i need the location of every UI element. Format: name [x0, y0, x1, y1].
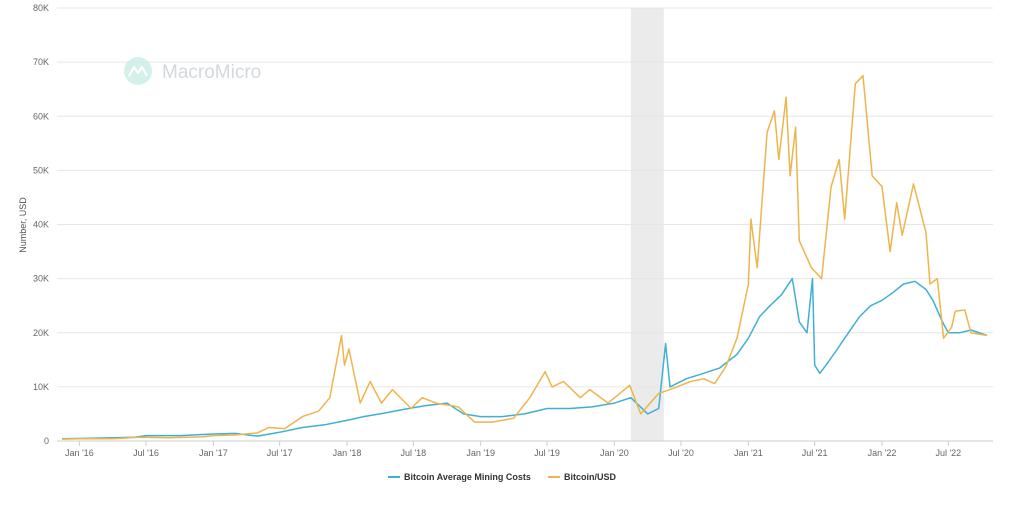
x-tick-label-11: Jul '21 [802, 448, 828, 458]
y-tick-label-0: 0 [44, 436, 49, 446]
x-tick-label-4: Jan '18 [333, 448, 362, 458]
watermark-text: MacroMicro [162, 62, 261, 83]
y-tick-label-7: 70K [33, 57, 49, 67]
legend[interactable]: Bitcoin Average Mining Costs Bitcoin/USD [388, 472, 617, 482]
macromicro-logo-icon [124, 57, 152, 85]
x-tick-label-2: Jan '17 [199, 448, 228, 458]
legend-item-0[interactable]: Bitcoin Average Mining Costs [388, 472, 531, 482]
x-tick-label-7: Jul '19 [534, 448, 560, 458]
x-tick-label-5: Jul '18 [400, 448, 426, 458]
series-line-1 [62, 74, 988, 440]
x-tick-label-3: Jul '17 [267, 448, 293, 458]
x-tick-label-1: Jul '16 [133, 448, 159, 458]
x-tick-label-10: Jan '21 [734, 448, 763, 458]
x-tick-label-6: Jan '19 [466, 448, 495, 458]
legend-label-0: Bitcoin Average Mining Costs [404, 472, 531, 482]
legend-label-1: Bitcoin/USD [564, 472, 617, 482]
y-tick-label-8: 80K [33, 3, 49, 13]
series-line-0 [62, 277, 988, 440]
x-tick-label-9: Jul '20 [668, 448, 694, 458]
y-tick-label-5: 50K [33, 165, 49, 175]
y-tick-label-2: 20K [33, 328, 49, 338]
axis-layer: 0 10K 20K 30K 40K 50K 60K 70K 80K Jan '16 Jul '16 J… [33, 3, 993, 458]
y-tick-label-1: 10K [33, 382, 49, 392]
y-tick-label-3: 30K [33, 274, 49, 284]
series-layer [62, 74, 988, 440]
x-tick-label-13: Jul '22 [935, 448, 961, 458]
legend-item-1[interactable]: Bitcoin/USD [548, 472, 617, 482]
x-tick-label-12: Jan '22 [868, 448, 897, 458]
x-tick-label-8: Jan '20 [600, 448, 629, 458]
macromicro-logo-mark [128, 65, 148, 77]
y-tick-label-6: 60K [33, 111, 49, 121]
x-tick-label-0: Jan '16 [65, 448, 94, 458]
watermark: MacroMicro [124, 57, 261, 85]
y-tick-label-4: 40K [33, 220, 49, 230]
y-axis-label: Number, USD [18, 197, 28, 253]
